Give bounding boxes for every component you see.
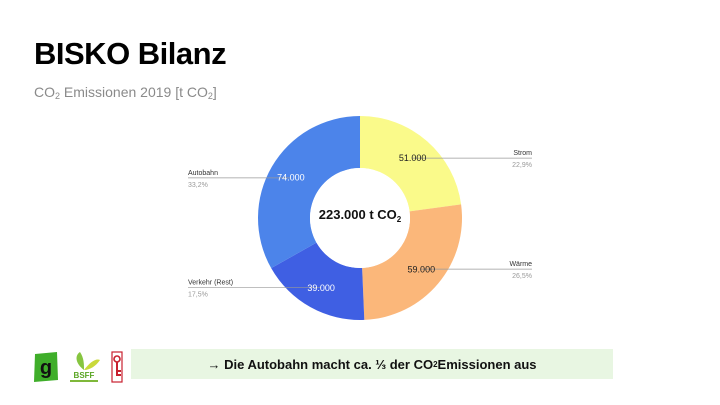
slice-autobahn: [258, 116, 360, 269]
slice-name-label: Verkehr (Rest): [188, 280, 233, 287]
slice-value-label: 39.000: [307, 283, 335, 293]
slice-verkehr-rest: [271, 242, 365, 320]
slice-name-label: Strom: [513, 150, 532, 157]
svg-text:g: g: [40, 357, 52, 379]
slice-percent-label: 17,5%: [188, 292, 208, 299]
bsff-logo: BSFF: [70, 352, 100, 382]
slice-percent-label: 26,5%: [512, 273, 532, 280]
slice-percent-label: 22,9%: [512, 162, 532, 169]
slice-value-label: 59.000: [408, 264, 436, 274]
chart-center-label: 223.000 t CO2: [319, 207, 402, 224]
donut-hole: [310, 168, 410, 268]
slice-strom: [360, 116, 462, 212]
page-subtitle: CO2 Emissionen 2019 [t CO2]: [34, 84, 217, 101]
page-title: BISKO Bilanz: [34, 36, 227, 71]
slice-percent-label: 33,2%: [188, 182, 208, 189]
slice-name-label: Wärme: [509, 261, 532, 268]
slice-wärme: [362, 204, 462, 320]
slice-name-label: Autobahn: [188, 170, 218, 177]
svg-text:BSFF: BSFF: [74, 371, 95, 380]
slice-value-label: 74.000: [277, 173, 305, 183]
conclusion-banner: → Die Autobahn macht ca. ⅓ der CO 2 Emiss…: [131, 349, 613, 379]
slice-value-label: 51.000: [399, 153, 427, 163]
green-g-logo: g: [34, 352, 58, 382]
key-emblem-logo: [111, 351, 123, 383]
